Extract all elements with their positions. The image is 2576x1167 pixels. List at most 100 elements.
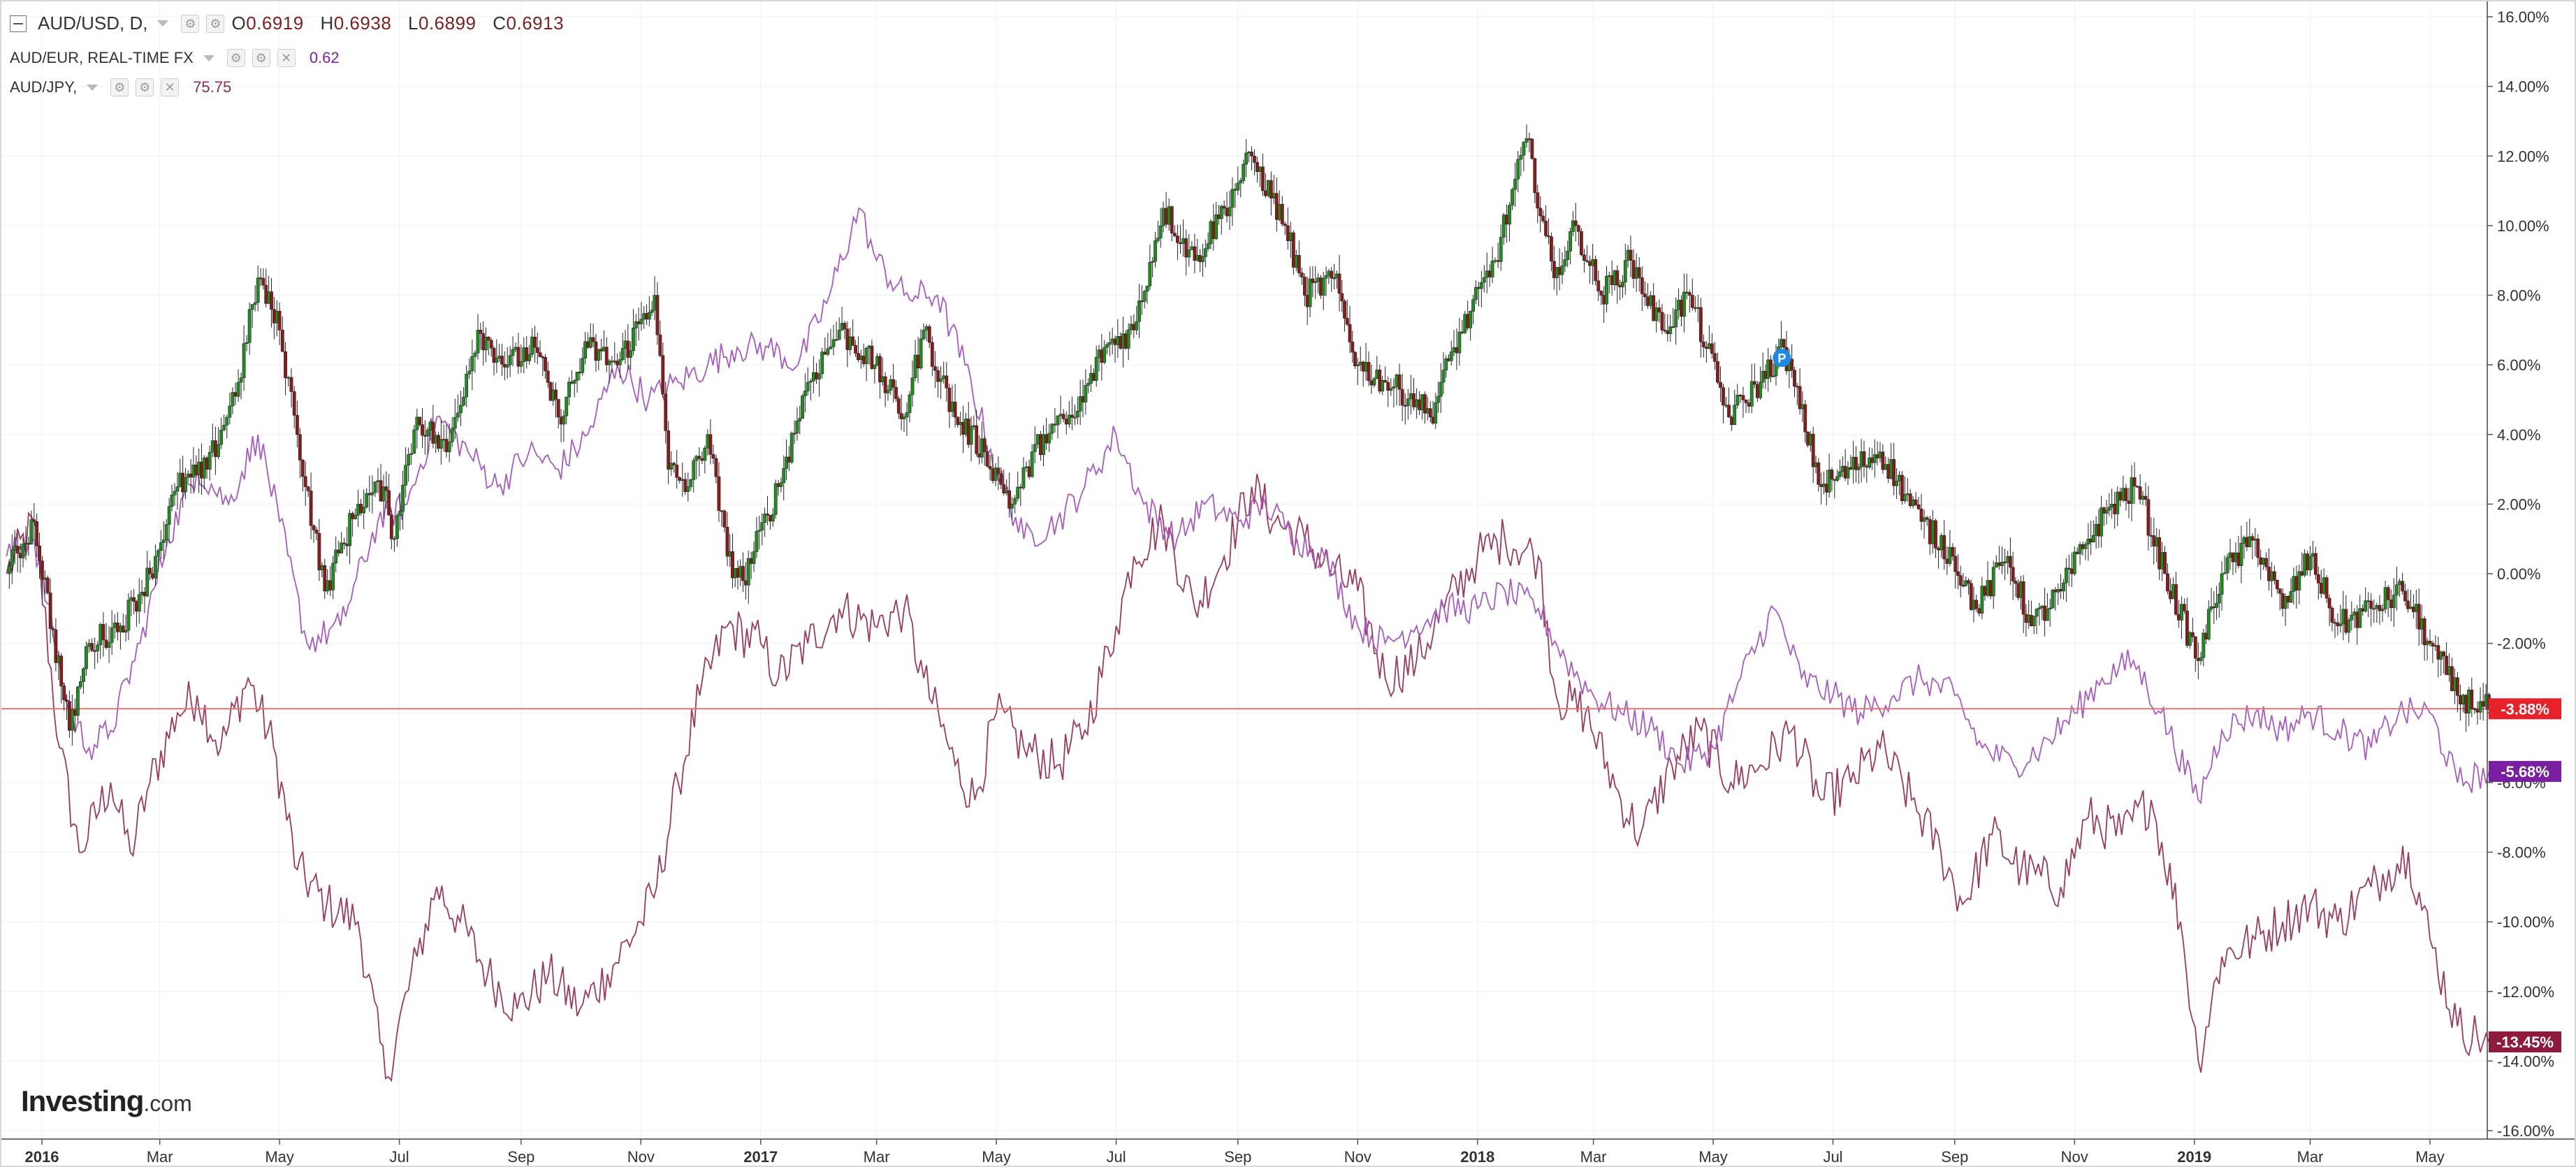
candle-body [289,377,293,392]
gear-icon[interactable]: ⚙ [252,49,270,67]
candle-body [2157,537,2162,570]
candle-body [1389,388,1393,391]
x-tick-label: Jul [1823,1148,1842,1166]
candle-body [1749,381,1754,407]
candle-body [10,550,14,566]
legend-main-symbol[interactable]: AUD/USD, D, [38,13,148,34]
candle-body [878,356,882,383]
candle-body [1953,556,1958,572]
candle-body [161,539,166,543]
candle-body [1434,402,1438,423]
candle-body [2314,553,2317,575]
candle-body [1988,580,1993,597]
candle-body [459,405,463,414]
candle-body [2398,581,2401,586]
candle-body [2206,609,2211,639]
chevron-down-icon[interactable] [203,55,214,61]
candle-body [511,349,515,356]
candle-body [658,334,662,356]
candle-body [583,341,587,358]
candle-body [1579,231,1583,255]
y-tick-label: -12.00% [2497,983,2554,1001]
candle-body [2245,537,2249,547]
candle-body [331,563,335,590]
candle-body [795,421,799,434]
candle-body [1881,451,1885,470]
candle-body [1035,434,1040,445]
price-tag-label: -3.88% [2501,700,2549,718]
candle-body [1803,404,1807,433]
price-tag [2489,698,2561,720]
high-label: H [320,13,334,34]
close-icon[interactable]: ✕ [277,49,296,67]
candle-body [831,339,836,347]
open-value: 0.6919 [246,13,304,34]
chevron-down-icon[interactable] [157,20,169,27]
candle-body [2032,616,2036,627]
candle-body [1261,166,1265,191]
candle-body [1591,259,1595,266]
candle-body [2406,600,2410,609]
candle-body [892,379,896,388]
candle-body [1905,493,1909,495]
candle-body [345,544,349,546]
candle-body [2152,535,2156,546]
candle-body [1019,486,1023,488]
candle-body [2272,571,2276,581]
candle-body [159,542,163,551]
candle-body [59,655,64,686]
candle-body [2092,535,2095,543]
candle-body [950,401,954,412]
candle-body [1756,384,1759,398]
candle-body [1266,180,1270,196]
candle-body [803,391,807,396]
candle-body [43,577,47,580]
candle-body [2003,561,2007,564]
chevron-down-icon[interactable] [87,84,99,91]
candle-body [2439,651,2443,660]
candle-body [664,393,668,431]
candle-body [999,473,1003,485]
candle-body [112,622,117,628]
candle-body [340,542,344,553]
candle-body [1375,370,1379,379]
gear-icon[interactable]: ⚙ [226,49,245,67]
candle-body [1898,474,1901,481]
candle-body [562,415,566,425]
candle-body [1471,299,1475,312]
candle-body [368,493,372,495]
legend-audjpy-symbol[interactable]: AUD/JPY, [10,78,78,96]
candle-body [2352,611,2357,616]
low-label: L [408,13,419,34]
candle-body [514,347,518,350]
gear-icon[interactable]: ⚙ [206,14,225,33]
candle-body [175,486,180,492]
candle-body [1397,374,1402,390]
candle-body [1242,164,1246,181]
candle-body [1793,370,1796,386]
candle-body [546,370,550,383]
legend-audjpy: AUD/JPY, ⚙ ⚙ ✕ 75.75 [10,78,231,96]
gear-icon[interactable]: ⚙ [136,78,154,96]
candle-body [801,396,804,419]
candle-body [731,551,734,579]
candle-body [2116,491,2120,514]
candle-body [2364,600,2368,612]
legend-audeur-symbol[interactable]: AUD/EUR, REAL-TIME FX [10,49,194,66]
close-icon[interactable]: ✕ [161,78,180,96]
candle-body [1571,220,1575,232]
candle-body [2072,551,2076,574]
candle-body [1536,192,1540,209]
candle-body [1236,182,1240,191]
candle-body [1974,600,1979,609]
candle-body [225,416,229,426]
candle-body [757,530,762,532]
gear-icon[interactable]: ⚙ [181,14,200,33]
gear-icon[interactable]: ⚙ [110,78,129,96]
candle-body [2000,561,2004,566]
collapse-icon[interactable] [10,15,27,32]
candle-body [2069,568,2074,574]
candle-body [124,630,128,632]
